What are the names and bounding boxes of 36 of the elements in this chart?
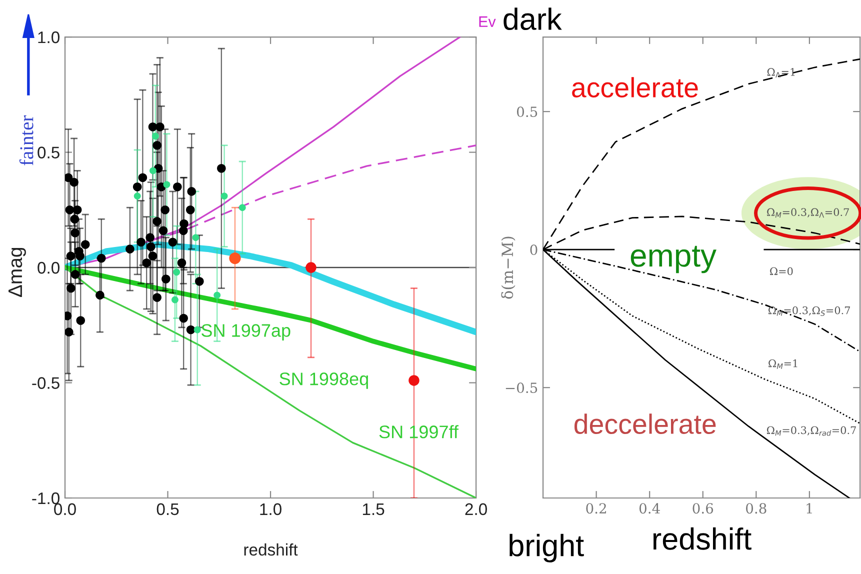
x-tick-label: 1.5 — [362, 503, 384, 516]
annotation: Ω$_{M}$=0.3,Ω$_{S}$=0.7 — [768, 306, 850, 316]
text: fainter — [19, 115, 34, 166]
text: Ev — [479, 16, 496, 27]
y-axis-title: δ(m−M) — [501, 236, 516, 299]
y-tick-label: −0.5 — [506, 382, 538, 394]
x-axis-title: redshift — [653, 527, 752, 550]
x-tick-label: 2.0 — [465, 503, 487, 516]
text: dark — [504, 8, 562, 30]
x-tick-label: 0.8 — [746, 503, 766, 514]
y-tick-label: 0 — [530, 244, 538, 256]
annotation: Ω$_{M}$=0.3,Ω$_{rad}$=0.7 — [766, 426, 856, 436]
annotation: deccelerate — [574, 414, 716, 434]
annotation: empty — [630, 246, 716, 274]
x-tick-label: 0.5 — [156, 503, 179, 516]
y-tick-label: 0.5 — [38, 146, 60, 158]
annotation: Ω$_{M}$=0.3,Ω$_{Λ}$=0.7 — [767, 208, 849, 218]
annotation: Ω$_{M}$=1 — [768, 359, 798, 369]
x-axis-title: redshift — [244, 543, 298, 556]
x-tick-label: 0.2 — [586, 503, 606, 514]
y-tick-label: 0.0 — [38, 262, 60, 274]
annotation: Ω=0 — [770, 267, 793, 276]
y-tick-label: 1.0 — [38, 31, 60, 44]
annotation: accelerate — [572, 77, 698, 98]
x-tick-label: 0.6 — [692, 503, 714, 514]
y-tick-label: -1.0 — [32, 492, 60, 504]
x-tick-label: 1.0 — [260, 503, 282, 516]
annotation: Ω$_{Λ}$=1 — [767, 68, 795, 78]
x-tick-label: 0.0 — [54, 503, 76, 516]
text: bright — [510, 534, 584, 562]
y-tick-label: 0.5 — [517, 106, 538, 118]
x-tick-label: 1 — [806, 503, 812, 514]
y-tick-label: -0.5 — [32, 377, 60, 389]
y-axis-title: Δmag — [8, 248, 26, 297]
annotation: SN 1998eq — [280, 372, 368, 389]
x-tick-label: 0.4 — [639, 503, 660, 514]
